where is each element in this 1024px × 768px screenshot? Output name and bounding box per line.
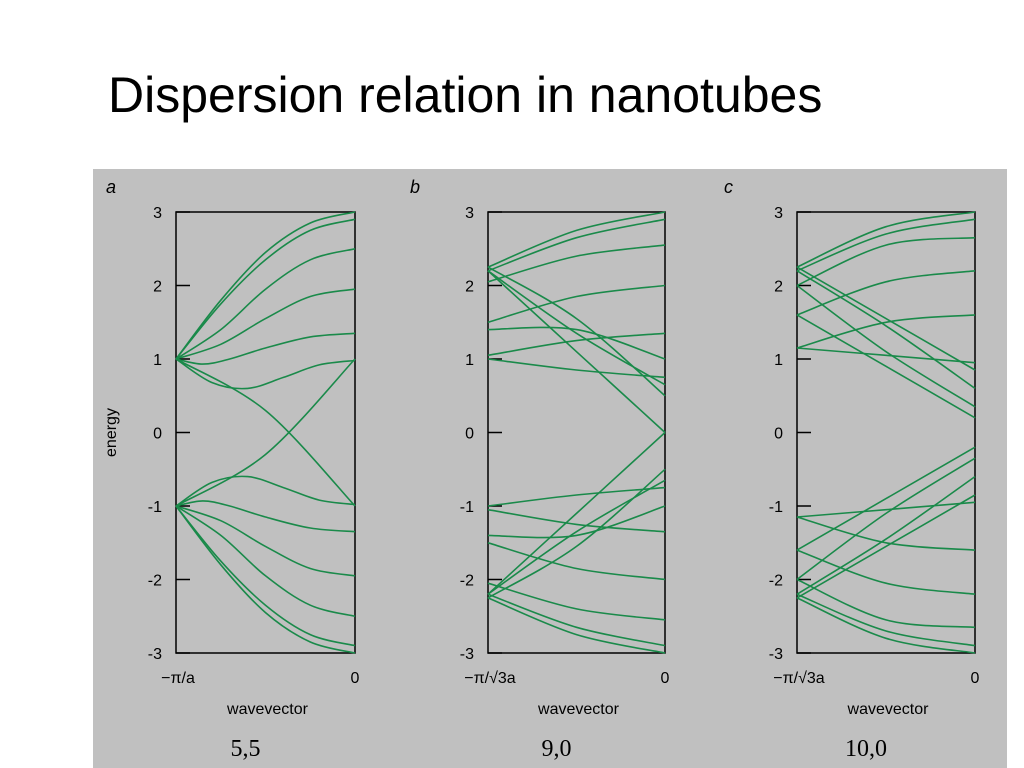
y-tick-label: -3 xyxy=(148,646,162,663)
y-tick-label: 0 xyxy=(774,426,783,443)
series-line-20 xyxy=(796,446,976,551)
y-tick-label: 3 xyxy=(153,205,162,222)
series-line-5 xyxy=(796,314,976,349)
y-tick-label: 2 xyxy=(465,279,474,296)
panel-caption: 9,0 xyxy=(542,736,572,762)
series-line-11 xyxy=(796,597,976,654)
y-tick-label: 0 xyxy=(465,426,474,443)
y-tick-label: 1 xyxy=(465,352,474,369)
series-line-5 xyxy=(175,332,356,365)
series-line-10 xyxy=(796,314,976,419)
series-line-9 xyxy=(487,270,666,386)
x-tick-label: −π/√3a xyxy=(464,670,516,687)
series-line-12 xyxy=(796,593,976,647)
y-tick-label: -2 xyxy=(148,573,162,590)
series-line-7 xyxy=(175,358,356,507)
series-line-20 xyxy=(487,431,666,595)
series-line-16 xyxy=(487,486,666,507)
y-tick-label: 2 xyxy=(153,279,162,296)
y-tick-label: -1 xyxy=(460,499,474,516)
series-line-15 xyxy=(796,516,976,551)
series-line-11 xyxy=(487,597,666,654)
series-line-4 xyxy=(796,270,976,316)
series-line-14 xyxy=(796,549,976,595)
panel-caption: 10,0 xyxy=(845,736,887,762)
panel-letter: a xyxy=(106,177,116,197)
panel-letter: b xyxy=(410,177,420,197)
series-line-6 xyxy=(175,358,356,390)
series-line-11 xyxy=(175,505,356,577)
panel-b: b 3 2 1 0 -1 -2 -3 −π/√3a 0 wavevector 9,0 xyxy=(410,177,670,762)
series-line-9 xyxy=(175,475,356,507)
series-line-1 xyxy=(175,211,356,360)
series-line-10 xyxy=(175,500,356,533)
series-line-13 xyxy=(175,505,356,647)
series-line-9 xyxy=(796,284,976,408)
x-tick-label: −π/√3a xyxy=(773,670,825,687)
series-line-1 xyxy=(487,211,666,268)
panel-caption: 5,5 xyxy=(231,736,261,762)
series-line-19 xyxy=(796,457,976,581)
series-line-4 xyxy=(487,284,666,324)
y-tick-label: -3 xyxy=(769,646,783,663)
series-line-7 xyxy=(487,326,666,360)
figure-background xyxy=(93,169,1007,768)
series-line-8 xyxy=(175,358,356,507)
series-line-5 xyxy=(487,332,666,357)
series-line-3 xyxy=(487,244,666,283)
x-tick-label: 0 xyxy=(971,670,980,687)
slide-title: Dispersion relation in nanotubes xyxy=(108,67,823,123)
x-tick-label: 0 xyxy=(661,670,670,687)
y-tick-label: 1 xyxy=(153,352,162,369)
y-tick-label: 3 xyxy=(465,205,474,222)
x-axis-label: wavevector xyxy=(226,701,309,718)
y-tick-label: -1 xyxy=(769,499,783,516)
series-line-13 xyxy=(487,582,666,621)
series-line-14 xyxy=(487,542,666,581)
panel-a: a 3 2 1 0 -1 -2 -3 −π/a 0 wavevector energy 5,5 xyxy=(103,177,360,762)
series-line-6 xyxy=(796,347,976,364)
series-line-6 xyxy=(487,358,666,379)
series-line-14 xyxy=(175,505,356,654)
x-axis-label: wavevector xyxy=(847,701,930,718)
series-line-17 xyxy=(487,505,666,539)
y-tick-label: -1 xyxy=(148,499,162,516)
y-tick-label: -3 xyxy=(460,646,474,663)
series-line-8 xyxy=(487,266,666,397)
series-line-18 xyxy=(487,468,666,599)
series-line-12 xyxy=(487,593,666,647)
series-line-2 xyxy=(175,218,356,360)
series-line-16 xyxy=(796,501,976,518)
series-line-2 xyxy=(487,218,666,272)
series-line-19 xyxy=(487,479,666,595)
series-line-1 xyxy=(796,211,976,268)
series-line-10 xyxy=(487,270,666,434)
series-line-12 xyxy=(175,505,356,618)
panel-letter: c xyxy=(724,177,733,197)
series-line-3 xyxy=(175,248,356,360)
x-tick-label: −π/a xyxy=(161,670,195,687)
y-tick-label: 0 xyxy=(153,426,162,443)
y-tick-label: -2 xyxy=(460,573,474,590)
series-line-2 xyxy=(796,218,976,272)
series-line-17 xyxy=(796,494,976,599)
y-axis-label: energy xyxy=(103,408,120,457)
panel-c: c 3 2 1 0 -1 -2 -3 −π/√3a 0 wavevector 10,0 xyxy=(724,177,980,762)
y-tick-label: 3 xyxy=(774,205,783,222)
y-tick-label: 2 xyxy=(774,279,783,296)
series-line-15 xyxy=(487,508,666,533)
series-line-18 xyxy=(796,475,976,595)
y-tick-label: -2 xyxy=(769,573,783,590)
series-line-4 xyxy=(175,288,356,360)
x-axis-label: wavevector xyxy=(537,701,620,718)
x-tick-label: 0 xyxy=(351,670,360,687)
series-line-8 xyxy=(796,270,976,390)
series-line-3 xyxy=(796,236,976,287)
y-tick-label: 1 xyxy=(774,352,783,369)
series-line-13 xyxy=(796,578,976,629)
series-line-7 xyxy=(796,266,976,371)
